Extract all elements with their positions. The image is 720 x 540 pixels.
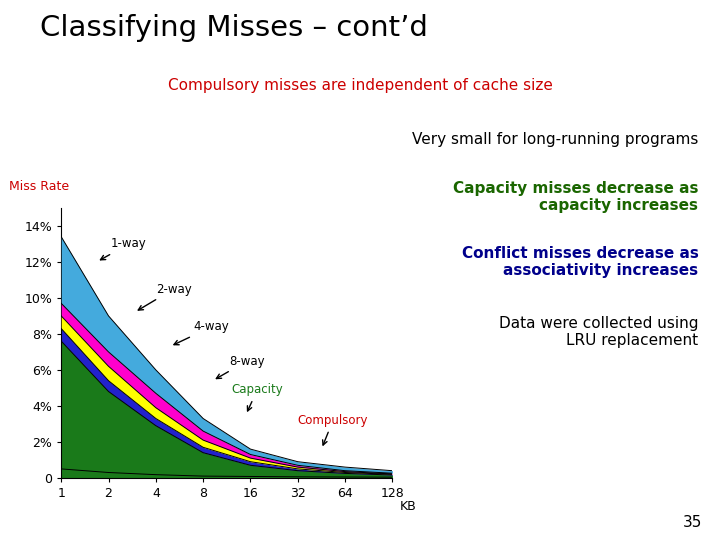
Text: Capacity: Capacity xyxy=(232,383,283,411)
Text: Very small for long-running programs: Very small for long-running programs xyxy=(412,132,698,147)
Text: Classifying Misses – cont’d: Classifying Misses – cont’d xyxy=(40,14,428,42)
Text: 1-way: 1-way xyxy=(101,238,147,260)
Text: 4-way: 4-way xyxy=(174,320,230,345)
Text: Conflict misses decrease as
associativity increases: Conflict misses decrease as associativit… xyxy=(462,246,698,278)
Text: KB: KB xyxy=(400,500,416,512)
Text: Capacity misses decrease as
capacity increases: Capacity misses decrease as capacity inc… xyxy=(453,181,698,213)
Text: Data were collected using
LRU replacement: Data were collected using LRU replacemen… xyxy=(499,316,698,348)
Text: 8-way: 8-way xyxy=(216,354,265,379)
Text: Miss Rate: Miss Rate xyxy=(9,180,69,193)
Text: Compulsory misses are independent of cache size: Compulsory misses are independent of cac… xyxy=(168,78,552,93)
Text: 2-way: 2-way xyxy=(138,282,192,310)
Text: 35: 35 xyxy=(683,515,702,530)
Text: Compulsory: Compulsory xyxy=(298,414,368,445)
